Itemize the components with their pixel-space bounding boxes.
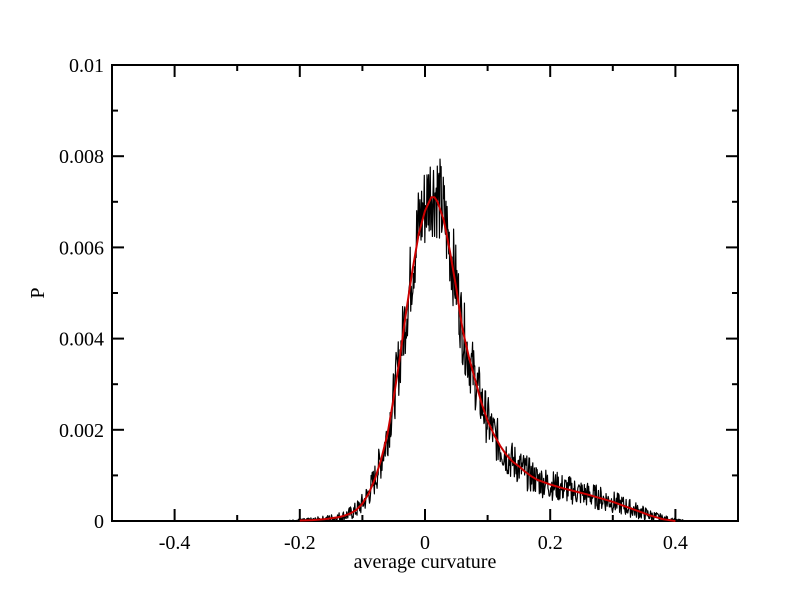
x-tick-label: 0.4 bbox=[663, 532, 688, 554]
y-axis-ticks: 0 0.002 0.004 0.006 0.008 0.01 bbox=[59, 55, 738, 533]
x-tick-label: -0.4 bbox=[159, 532, 191, 554]
x-tick-label: 0 bbox=[420, 532, 430, 554]
y-axis-label: P bbox=[27, 287, 49, 298]
x-axis-label: average curvature bbox=[354, 551, 497, 573]
y-tick-label: 0 bbox=[94, 511, 104, 533]
y-tick-label: 0.006 bbox=[59, 237, 104, 259]
series-histogram-line bbox=[212, 158, 701, 522]
y-tick-label: 0.002 bbox=[59, 420, 104, 442]
y-tick-label: 0.004 bbox=[59, 329, 104, 351]
x-tick-label: 0.2 bbox=[538, 532, 563, 554]
x-tick-label: -0.2 bbox=[284, 532, 316, 554]
y-tick-label: 0.008 bbox=[59, 146, 104, 168]
x-axis-ticks: -0.4 -0.2 0 0.2 0.4 bbox=[111, 65, 739, 554]
plot-frame bbox=[111, 64, 739, 522]
series-group bbox=[212, 158, 701, 522]
y-tick-label: 0.01 bbox=[69, 55, 104, 77]
series-fit-line bbox=[299, 196, 676, 522]
